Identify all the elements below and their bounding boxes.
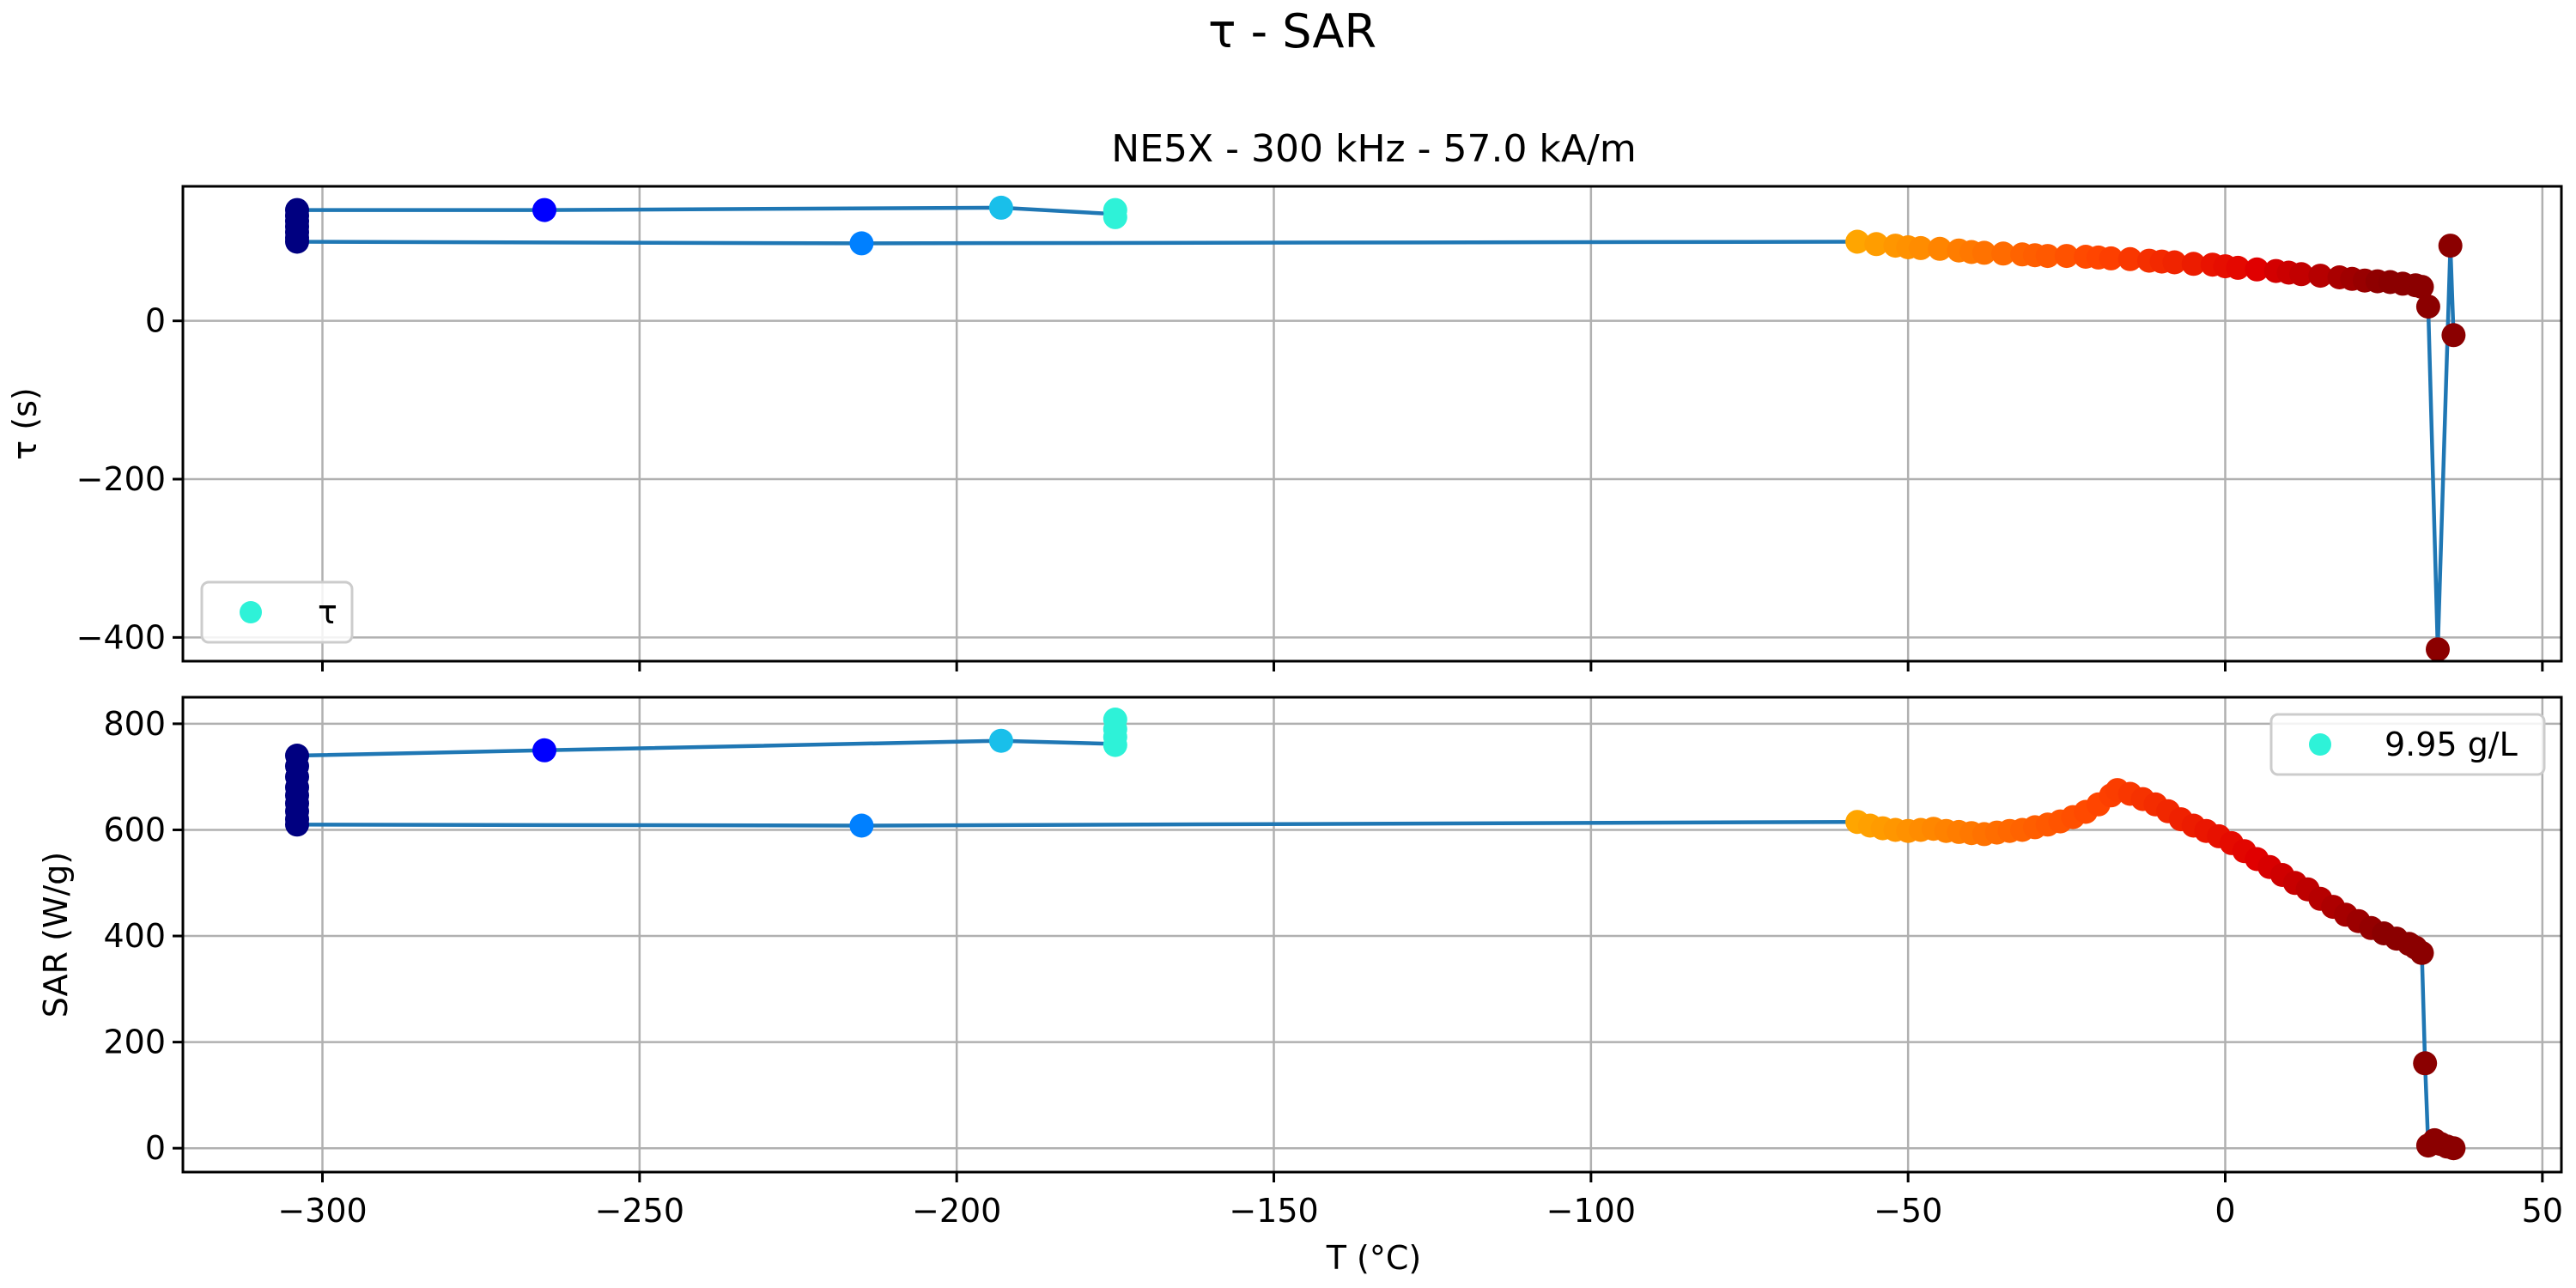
data-point	[2054, 244, 2079, 269]
data-point	[2441, 1136, 2466, 1161]
data-point	[2117, 246, 2142, 271]
x-tick-label: −50	[1874, 1192, 1942, 1230]
tau-legend-label: τ	[318, 593, 337, 631]
y-tick-label: 800	[103, 705, 166, 743]
sar-y-axis-label: SAR (W/g)	[37, 852, 75, 1018]
data-point	[285, 229, 309, 254]
y-tick-label: 600	[103, 811, 166, 848]
data-point	[2162, 250, 2187, 275]
x-tick-label: 50	[2522, 1192, 2563, 1230]
data-point	[532, 738, 556, 762]
data-point	[532, 197, 556, 222]
tau-grid	[183, 186, 2561, 661]
x-tick-label: 0	[2215, 1192, 2235, 1230]
x-tick-label: −300	[277, 1192, 367, 1230]
tau-axes: 0 −200 −400 τ (s) τ	[6, 185, 2563, 671]
sar-axes: −300 −250 −200 −150 −100 −50 0 500200400600800 …	[37, 696, 2563, 1230]
tau-legend: τ	[200, 580, 354, 644]
data-point	[849, 813, 874, 838]
data-point	[1928, 236, 1953, 261]
data-point	[2308, 264, 2333, 289]
x-tick-label: −250	[595, 1192, 684, 1230]
data-point	[2099, 246, 2123, 270]
data-point	[2181, 252, 2206, 276]
sar-axes-frame	[181, 696, 2563, 1174]
data-point	[988, 728, 1013, 753]
data-point	[1971, 240, 1996, 265]
data-point	[1103, 732, 1127, 757]
tau-axes-frame	[181, 185, 2563, 663]
x-tick-label: −200	[912, 1192, 1001, 1230]
data-point	[1864, 232, 1889, 257]
tau-legend-box	[200, 580, 354, 644]
y-tick-label: −400	[76, 618, 166, 656]
top-axes-title: NE5X - 300 kHz - 57.0 kA/m	[1111, 127, 1636, 171]
data-point	[285, 812, 309, 837]
tau-y-axis-label: τ (s)	[6, 387, 44, 459]
x-tick-label: −100	[1546, 1192, 1636, 1230]
data-point	[2226, 255, 2251, 280]
data-point	[988, 195, 1013, 220]
sar-legend-marker	[2309, 733, 2331, 756]
data-point	[1845, 229, 1870, 254]
data-point	[2413, 1051, 2438, 1076]
data-point	[2426, 637, 2450, 662]
x-axis-label: T (°C)	[1326, 1239, 1421, 1277]
tau-series-points	[285, 195, 2466, 662]
data-point	[1991, 241, 2015, 266]
data-point	[2415, 295, 2440, 319]
tau-ticks: 0 −200 −400	[76, 302, 2544, 671]
y-tick-label: 200	[103, 1024, 166, 1061]
sar-legend-box	[2269, 713, 2546, 776]
data-point	[2289, 262, 2314, 287]
data-point	[2441, 323, 2466, 348]
y-tick-label: −200	[76, 460, 166, 498]
data-point	[849, 231, 874, 256]
data-point	[2438, 234, 2463, 258]
sar-series-points	[285, 708, 2466, 1161]
sar-grid	[183, 697, 2561, 1172]
sar-legend: 9.95 g/L	[2269, 713, 2546, 776]
data-point	[1103, 204, 1127, 229]
y-tick-label: 400	[103, 917, 166, 955]
sar-ticks: −300 −250 −200 −150 −100 −50 0 50 0 200 400 600 800	[103, 705, 2563, 1230]
tau-legend-marker	[240, 601, 262, 623]
figure-title: τ - SAR	[1208, 4, 1376, 58]
data-point	[2409, 940, 2434, 965]
y-tick-label: 0	[145, 1129, 166, 1167]
data-point	[2245, 257, 2269, 282]
data-point	[2035, 244, 2060, 269]
y-tick-label: 0	[145, 302, 166, 340]
sar-legend-label: 9.95 g/L	[2385, 726, 2518, 763]
data-point	[1908, 235, 1933, 260]
x-tick-label: −150	[1229, 1192, 1318, 1230]
data-point	[2409, 275, 2434, 300]
